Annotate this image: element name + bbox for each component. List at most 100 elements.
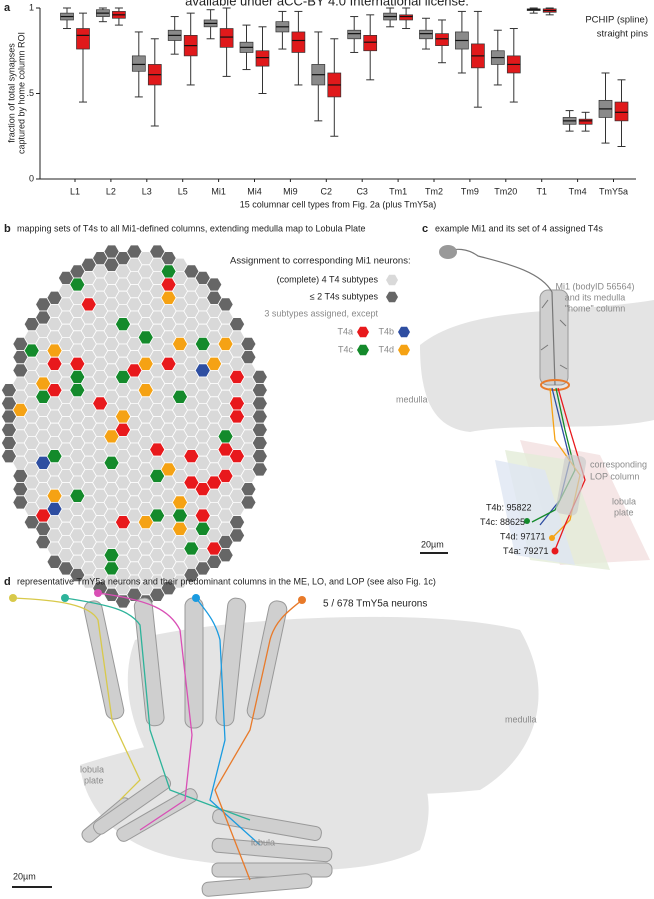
- x-tick-label: L5: [178, 186, 188, 196]
- hex: [251, 449, 268, 464]
- box: [131, 55, 146, 72]
- license-header: available under aCC-BY 4.0 International…: [185, 0, 469, 8]
- x-tick-label: L2: [106, 186, 116, 196]
- box: [614, 101, 629, 122]
- legend-entry: PCHIP (spline): [585, 15, 648, 26]
- hex: [251, 462, 268, 477]
- x-tick-label: Tm4: [569, 186, 587, 196]
- hex: [251, 383, 268, 398]
- panel-title: representative TmY5a neurons and their p…: [17, 576, 436, 586]
- annotation: corresponding: [590, 459, 647, 469]
- cell-label: T4d: 97171: [500, 531, 546, 541]
- legend-label: (complete) 4 T4 subtypes: [277, 274, 379, 284]
- x-tick-label: L3: [142, 186, 152, 196]
- box: [399, 14, 413, 21]
- region-label: plate: [614, 507, 634, 517]
- hex: [385, 290, 399, 304]
- x-tick-label: Mi9: [283, 186, 298, 196]
- region-label: medulla: [505, 714, 537, 724]
- hex: [385, 273, 399, 287]
- legend-note: 3 subtypes assigned, except: [264, 308, 378, 318]
- box-chart: fraction of total synapses captured by h…: [6, 2, 648, 209]
- annotation: LOP column: [590, 471, 639, 481]
- hex: [356, 343, 370, 357]
- hex: [217, 548, 234, 563]
- region-label: plate: [84, 775, 104, 785]
- region-label: lobula: [612, 496, 636, 506]
- x-tick-label: Tm9: [461, 186, 479, 196]
- legend-label: T4a: [337, 326, 353, 336]
- y-tick-label: 0: [29, 173, 34, 183]
- x-tick-label: Tm20: [494, 186, 517, 196]
- panel-title: mapping sets of T4s to all Mi1-defined c…: [17, 223, 366, 233]
- x-tick-label: Mi4: [247, 186, 262, 196]
- hex: [251, 409, 268, 424]
- box: [219, 28, 234, 48]
- hex: [217, 297, 234, 312]
- y-label: fraction of total synapses: [6, 43, 16, 143]
- x-tick-label: Tm1: [389, 186, 407, 196]
- box: [578, 118, 593, 125]
- scale-label: 20µm: [13, 871, 36, 881]
- neuron-rendering: [9, 589, 539, 897]
- hex: [397, 325, 411, 339]
- box: [419, 29, 433, 40]
- cell-label: T4a: 79271: [503, 546, 549, 556]
- hex: [397, 343, 411, 357]
- hex: [228, 528, 246, 543]
- legend-label: ≤ 2 T4s subtypes: [310, 291, 379, 301]
- x-tick-label: Tm2: [425, 186, 443, 196]
- hex: [240, 482, 257, 497]
- cell-label: T4b: 95822: [486, 502, 532, 512]
- annotation: Mi1 (bodyID 56564): [555, 281, 634, 291]
- box: [347, 29, 362, 40]
- y-label: captured by home column ROI: [16, 32, 26, 154]
- annotation: 5 / 678 TmY5a neurons: [323, 599, 427, 610]
- hex-map: [0, 244, 268, 609]
- hex: [251, 369, 268, 385]
- y-tick-label: 1: [29, 2, 34, 12]
- hex: [251, 422, 268, 437]
- hex: [228, 317, 246, 332]
- legend: (complete) 4 T4 subtypes ≤ 2 T4s subtypes…: [277, 273, 411, 357]
- region-label: lobula: [251, 837, 275, 847]
- box: [291, 31, 306, 53]
- panel-label: a: [4, 2, 11, 14]
- legend-title: Assignment to corresponding Mi1 neurons:: [230, 256, 411, 267]
- hex: [206, 277, 223, 292]
- hex: [356, 325, 370, 339]
- annotation: and its medulla: [565, 292, 626, 302]
- x-tick-label: TmY5a: [599, 186, 628, 196]
- x-tick-label: Mi1: [211, 186, 226, 196]
- x-tick-label: T1: [536, 186, 547, 196]
- box: [363, 35, 378, 52]
- annotation: "home" column: [565, 303, 625, 313]
- hex: [228, 515, 246, 530]
- cell-labels: T4b: 95822 T4c: 88625 T4d: 97171 T4a: 79271: [480, 502, 549, 556]
- x-tick-label: C3: [356, 186, 368, 196]
- hex: [240, 336, 257, 352]
- x-tick-label: C2: [321, 186, 333, 196]
- x-tick-label: L1: [70, 186, 80, 196]
- region-label: lobula: [80, 764, 104, 774]
- neuron-rendering: [420, 245, 654, 570]
- panel-label: c: [422, 223, 428, 235]
- hex: [240, 350, 257, 365]
- hex: [251, 435, 268, 451]
- legend-label: T4c: [338, 344, 354, 354]
- region-label: medulla: [396, 394, 428, 404]
- hex: [251, 396, 268, 411]
- scale-label: 20µm: [421, 539, 444, 549]
- box: [435, 33, 449, 46]
- x-label: 15 columnar cell types from Fig. 2a (plu…: [240, 199, 436, 209]
- cell-label: T4c: 88625: [480, 517, 525, 527]
- legend-label: T4b: [378, 326, 394, 336]
- box: [76, 28, 90, 50]
- legend-label: T4d: [378, 344, 394, 354]
- box: [255, 50, 270, 67]
- legend-entry: straight pins: [597, 29, 648, 40]
- panel-title: example Mi1 and its set of 4 assigned T4…: [435, 223, 603, 233]
- hex: [240, 495, 257, 510]
